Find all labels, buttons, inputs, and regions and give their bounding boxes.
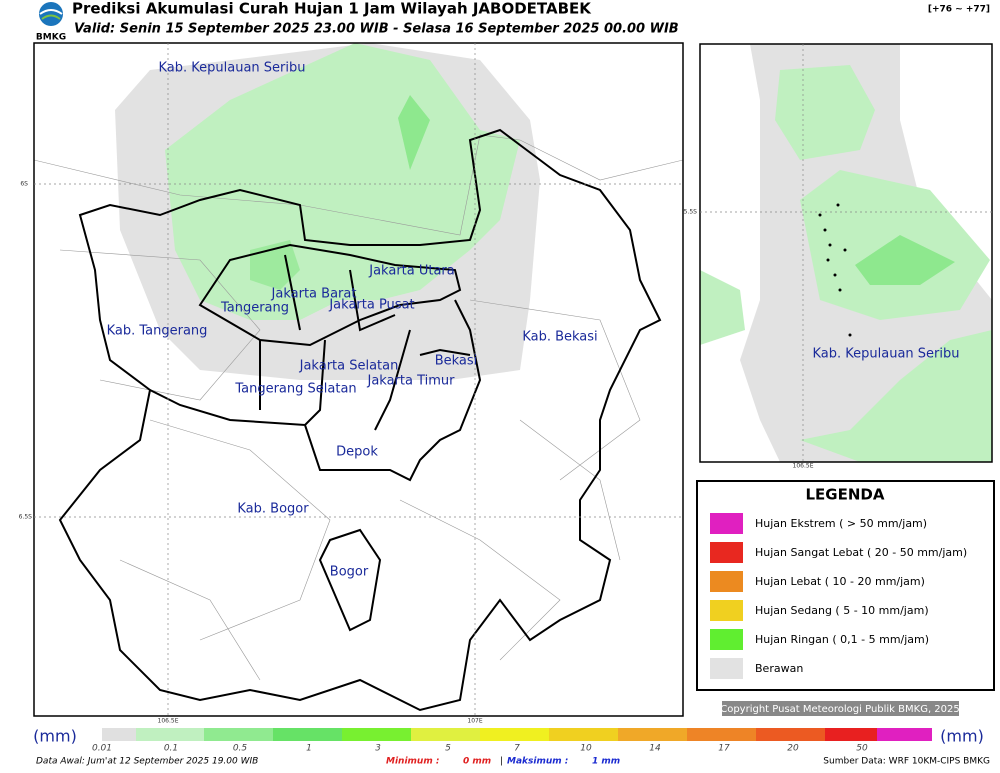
colorbar-tick: 17 [718,744,730,754]
lon-label: 106.5E [158,718,179,725]
colorbar: (mm) (mm) 0.01 0.1 0.5 1 3 5 7 10 14 17 … [33,727,984,754]
region-label: Depok [336,445,378,460]
unit-label: (mm) [940,727,984,746]
code: [+76 ~ +77] [928,5,990,15]
legend-item: Hujan Sangat Lebat ( 20 - 50 mm/jam) [755,546,967,559]
lon-label: 106.5E [793,463,814,470]
colorbar-tick: 0.01 [92,744,112,754]
footer-min-label: Minimum : [386,757,439,767]
region-label: Kab. Kepulauan Seribu [813,347,960,362]
colorbar-tick: 14 [649,744,661,754]
legend-item: Hujan Sedang ( 5 - 10 mm/jam) [755,604,929,617]
region-label: Bogor [330,565,369,580]
colorbar-tick: 5 [445,744,451,754]
footer-separator: | [500,757,503,767]
colorbar-tick: 7 [514,744,520,754]
region-label: Kab. Bogor [237,502,309,517]
legend-item: Hujan Ekstrem ( > 50 mm/jam) [755,517,927,530]
lon-label: 107E [467,718,482,725]
region-label: Jakarta Barat [271,287,357,302]
region-label: Kab. Kepulauan Seribu [159,61,306,76]
inset-map: 5.5S 106.5E Kab. Kepulauan Seribu [684,43,993,470]
footer-source: Sumber Data: WRF 10KM-CIPS BMKG [823,757,990,767]
legend-title: LEGENDA [806,486,885,504]
colorbar-tick: 50 [856,744,868,754]
subtitle: Valid: Senin 15 September 2025 23.00 WIB… [74,22,679,37]
copyright: Copyright Pusat Meteorologi Publik BMKG,… [720,704,960,715]
region-label: Tangerang [220,301,289,316]
region-label: Jakarta Timur [366,374,455,389]
legend-item: Hujan Ringan ( 0,1 - 5 mm/jam) [755,633,929,646]
colorbar-tick: 3 [375,744,381,754]
legend-item: Berawan [755,662,803,675]
region-label: Jakarta Utara [368,264,455,279]
logo: BMKG [36,2,66,43]
logo-text: BMKG [36,33,66,43]
footer-data-awal: Data Awal: Jum'at 12 September 2025 19.0… [36,757,258,767]
region-label: Kab. Bekasi [522,330,597,345]
region-label: Jakarta Pusat [328,298,414,313]
colorbar-tick: 0.1 [164,744,178,754]
colorbar-tick: 20 [787,744,799,754]
lat-label: 5.5S [684,209,698,216]
region-label: Bekasi [435,354,478,369]
footer-max-label: Maksimum : [507,757,568,767]
main-map: 6S 6.5S 106.5E 107E Kab. Kepulauan Serib… [19,42,684,725]
lat-label: 6S [20,181,28,188]
legend: LEGENDA Hujan Ekstrem ( > 50 mm/jam) Huj… [696,480,995,691]
title: Prediksi Akumulasi Curah Hujan 1 Jam Wil… [72,0,592,18]
footer-min-value: 0 mm [463,757,491,767]
region-label: Kab. Tangerang [107,324,208,339]
region-label: Jakarta Selatan [299,359,399,374]
region-label: Tangerang Selatan [234,382,356,397]
unit-label: (mm) [33,727,77,746]
lat-label: 6.5S [19,514,33,521]
legend-item: Hujan Lebat ( 10 - 20 mm/jam) [755,575,925,588]
colorbar-tick: 10 [580,744,592,754]
colorbar-tick: 1 [306,744,312,754]
colorbar-tick: 0.5 [233,744,248,754]
footer-max-value: 1 mm [592,757,620,767]
